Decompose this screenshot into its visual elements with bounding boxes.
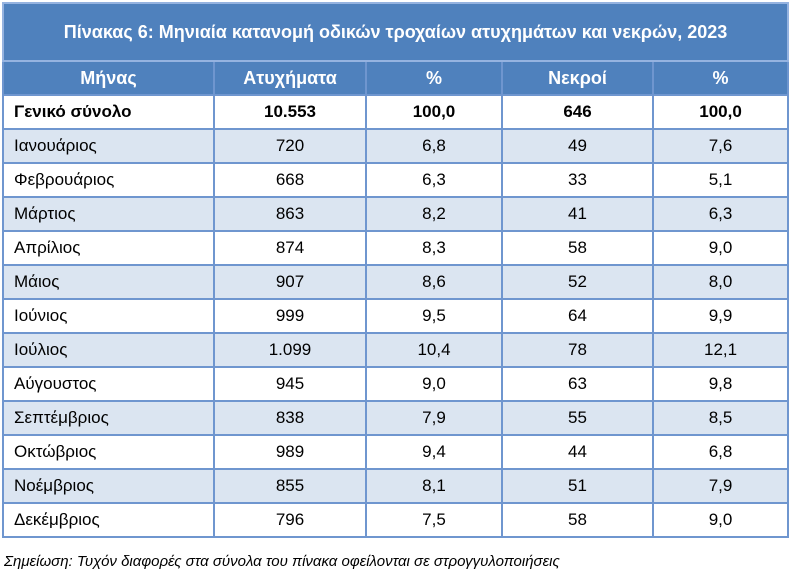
deaths-pct-cell: 6,8 [651,434,790,470]
deaths-pct-cell: 8,0 [651,264,790,300]
total-accidents: 10.553 [213,94,367,130]
month-cell: Μάρτιος [2,196,215,232]
table-row: Σεπτέμβριος 838 7,9 55 8,5 [2,400,790,436]
month-cell: Αύγουστος [2,366,215,402]
accidents-pct-cell: 6,3 [365,162,503,198]
deaths-pct-cell: 8,5 [651,400,790,436]
accidents-pct-cell: 10,4 [365,332,503,368]
accidents-cell: 874 [213,230,367,266]
deaths-pct-cell: 5,1 [651,162,790,198]
deaths-cell: 58 [501,230,654,266]
total-row: Γενικό σύνολο 10.553 100,0 646 100,0 [2,94,790,130]
accidents-pct-cell: 8,6 [365,264,503,300]
accidents-pct-cell: 9,0 [365,366,503,402]
accidents-cell: 863 [213,196,367,232]
accidents-pct-cell: 8,1 [365,468,503,504]
deaths-cell: 58 [501,502,654,538]
table-row: Ιανουάριος 720 6,8 49 7,6 [2,128,790,164]
table-row: Ιούνιος 999 9,5 64 9,9 [2,298,790,334]
deaths-pct-cell: 7,9 [651,468,790,504]
accidents-pct-cell: 7,5 [365,502,503,538]
accidents-pct-cell: 8,3 [365,230,503,266]
total-label: Γενικό σύνολο [2,94,215,130]
month-cell: Απρίλιος [2,230,215,266]
header-accidents-pct: % [365,60,503,96]
accidents-pct-cell: 8,2 [365,196,503,232]
table-title: Πίνακας 6: Μηνιαία κατανομή οδικών τροχα… [1,2,790,62]
accidents-pct-cell: 9,5 [365,298,503,334]
table-row: Ιούλιος 1.099 10,4 78 12,1 [2,332,790,368]
accidents-cell: 907 [213,264,367,300]
accidents-table: Πίνακας 6: Μηνιαία κατανομή οδικών τροχα… [1,2,790,538]
table-row: Μάιος 907 8,6 52 8,0 [2,264,790,300]
deaths-cell: 51 [501,468,654,504]
accidents-cell: 855 [213,468,367,504]
accidents-cell: 838 [213,400,367,436]
footnote: Σημείωση: Τυχόν διαφορές στα σύνολα του … [4,553,560,570]
table-row: Οκτώβριος 989 9,4 44 6,8 [2,434,790,470]
deaths-cell: 41 [501,196,654,232]
month-cell: Νοέμβριος [2,468,215,504]
header-accidents: Ατυχήματα [213,60,367,96]
month-cell: Δεκέμβριος [2,502,215,538]
deaths-cell: 64 [501,298,654,334]
table-row: Μάρτιος 863 8,2 41 6,3 [2,196,790,232]
accidents-cell: 720 [213,128,367,164]
deaths-pct-cell: 9,0 [651,230,790,266]
deaths-pct-cell: 9,8 [651,366,790,402]
deaths-pct-cell: 9,9 [651,298,790,334]
deaths-cell: 78 [501,332,654,368]
deaths-pct-cell: 7,6 [651,128,790,164]
deaths-cell: 44 [501,434,654,470]
deaths-cell: 55 [501,400,654,436]
table-row: Νοέμβριος 855 8,1 51 7,9 [2,468,790,504]
accidents-cell: 989 [213,434,367,470]
month-cell: Σεπτέμβριος [2,400,215,436]
month-cell: Ιούλιος [2,332,215,368]
table-row: Απρίλιος 874 8,3 58 9,0 [2,230,790,266]
table-row: Δεκέμβριος 796 7,5 58 9,0 [2,502,790,538]
deaths-pct-cell: 6,3 [651,196,790,232]
deaths-pct-cell: 9,0 [651,502,790,538]
month-cell: Ιούνιος [2,298,215,334]
accidents-cell: 668 [213,162,367,198]
header-month: Μήνας [2,60,215,96]
accidents-pct-cell: 9,4 [365,434,503,470]
deaths-cell: 52 [501,264,654,300]
accidents-cell: 945 [213,366,367,402]
deaths-cell: 33 [501,162,654,198]
month-cell: Φεβρουάριος [2,162,215,198]
header-deaths: Νεκροί [501,60,654,96]
table-row: Φεβρουάριος 668 6,3 33 5,1 [2,162,790,198]
month-cell: Οκτώβριος [2,434,215,470]
header-deaths-pct: % [651,60,790,96]
total-deaths: 646 [501,94,654,130]
accidents-pct-cell: 6,8 [365,128,503,164]
total-deaths-pct: 100,0 [651,94,790,130]
total-accidents-pct: 100,0 [365,94,503,130]
accidents-cell: 1.099 [213,332,367,368]
header-row: Μήνας Ατυχήματα % Νεκροί % [2,60,790,96]
accidents-cell: 796 [213,502,367,538]
accidents-pct-cell: 7,9 [365,400,503,436]
accidents-cell: 999 [213,298,367,334]
table-row: Αύγουστος 945 9,0 63 9,8 [2,366,790,402]
deaths-cell: 63 [501,366,654,402]
deaths-pct-cell: 12,1 [651,332,790,368]
month-cell: Ιανουάριος [2,128,215,164]
deaths-cell: 49 [501,128,654,164]
month-cell: Μάιος [2,264,215,300]
